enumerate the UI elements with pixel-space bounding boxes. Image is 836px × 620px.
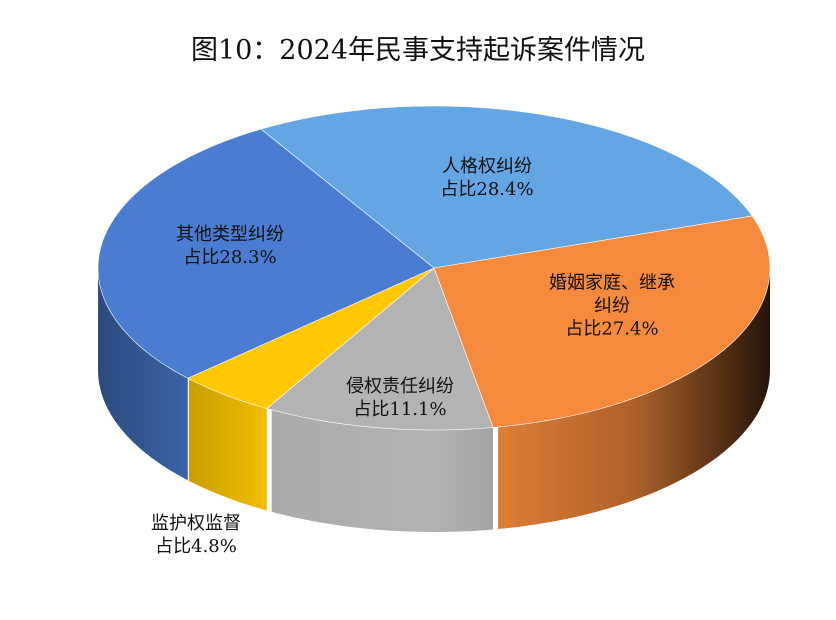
chart-title: 图10：2024年民事支持起诉案件情况 [190, 35, 646, 66]
slice-percent: 占比28.3% [183, 247, 277, 268]
slice-side-2 [271, 409, 494, 532]
slice-2 [266, 267, 494, 431]
slice-name: 侵权责任纠纷 [346, 376, 454, 397]
slice-percent: 占比28.4% [440, 179, 534, 200]
slice-label-4: 其他类型纠纷 占比28.3% [176, 223, 284, 269]
slice-name: 人格权纠纷 [442, 156, 532, 177]
slice-label-2: 侵权责任纠纷 占比11.1% [346, 375, 454, 421]
slice-4 [97, 128, 435, 379]
slice-side-3 [188, 378, 267, 511]
slice-label-1: 婚姻家庭、继承纠纷 占比27.4% [537, 272, 687, 341]
slice-percent: 占比11.1% [353, 399, 447, 420]
slice-percent: 占比4.8% [155, 536, 237, 557]
slice-1 [433, 215, 771, 428]
slice-name: 其他类型纠纷 [176, 224, 284, 245]
slice-3 [187, 267, 435, 409]
slice-percent: 占比27.4% [565, 318, 659, 340]
slice-side-1 [498, 268, 770, 530]
slice-label-0: 人格权纠纷 占比28.4% [440, 155, 533, 201]
slice-name: 婚姻家庭、继承纠纷 [549, 272, 675, 317]
slice-label-3: 监护权监督 占比4.8% [151, 512, 241, 558]
slice-side-4 [98, 270, 188, 481]
slice-name: 监护权监督 [151, 513, 241, 534]
